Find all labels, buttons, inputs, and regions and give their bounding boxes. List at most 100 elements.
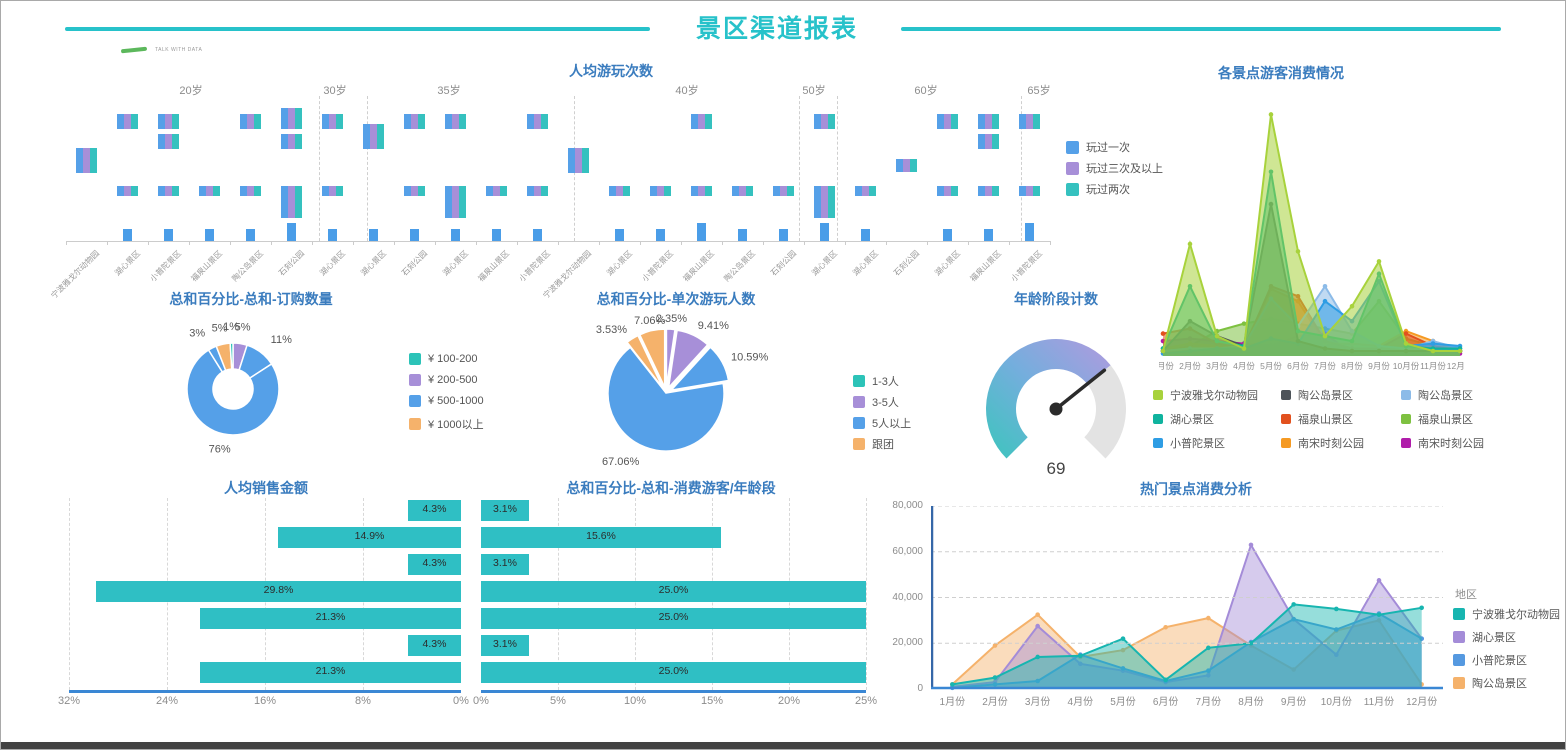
bar[interactable] — [1025, 223, 1034, 241]
data-point[interactable] — [1241, 321, 1247, 326]
play-count-chart[interactable]: 20岁 30岁 35岁 40岁 50岁 60岁 65岁 宁波雅戈尔动物园 湖心景区 小普陀景区 福泉… — [49, 85, 1051, 300]
legend-item[interactable]: 5人以上 — [853, 415, 911, 431]
bar[interactable] — [369, 229, 378, 241]
bar-group[interactable] — [363, 124, 384, 149]
bar[interactable] — [123, 229, 132, 241]
data-point[interactable] — [1334, 606, 1339, 612]
legend-item[interactable]: ¥ 500-1000 — [409, 395, 484, 407]
bar[interactable] — [492, 229, 501, 241]
data-point[interactable] — [1322, 298, 1328, 304]
bar[interactable]: 25.0% — [481, 608, 866, 629]
data-point[interactable] — [1163, 677, 1168, 683]
bar[interactable]: 25.0% — [481, 581, 866, 602]
order-quantity-chart[interactable]: 5% 11% 76% 3% 5% 1% — [91, 316, 381, 468]
legend-item[interactable]: 湖心景区 — [1153, 411, 1214, 427]
consumer-age-chart[interactable]: 0% 5% 10% 15% 20% 25% 3.1% 15.6% 3.1% 25.0% 25.0% 3… — [473, 498, 877, 713]
data-point[interactable] — [992, 682, 998, 687]
legend-item[interactable]: 陶公岛景区 — [1401, 387, 1473, 403]
bar[interactable] — [246, 229, 255, 241]
data-point[interactable] — [1430, 341, 1436, 346]
bar[interactable] — [205, 229, 214, 241]
area-series[interactable] — [952, 604, 1422, 689]
bar-group[interactable] — [937, 114, 958, 129]
legend-item[interactable]: 福泉山景区 — [1281, 411, 1353, 427]
data-point[interactable] — [1163, 624, 1168, 630]
data-point[interactable] — [1403, 341, 1409, 346]
data-point[interactable] — [1376, 618, 1382, 623]
data-point[interactable] — [950, 682, 955, 687]
bar-group[interactable] — [650, 186, 671, 196]
data-point[interactable] — [1322, 283, 1328, 289]
bar-group[interactable] — [240, 186, 261, 196]
bar[interactable]: 21.3% — [200, 662, 461, 683]
bar[interactable]: 15.6% — [481, 527, 721, 548]
bar-group[interactable] — [199, 186, 220, 196]
pie-chart-canvas[interactable]: 2.35% 9.41% 10.59% 67.06% 3.53% 7.06% — [556, 304, 856, 469]
legend-item[interactable]: 陶公岛景区 — [1453, 675, 1527, 691]
data-point[interactable] — [1120, 636, 1126, 641]
bar-group[interactable] — [158, 134, 179, 149]
pie-slice[interactable] — [229, 342, 234, 370]
data-point[interactable] — [1206, 668, 1211, 673]
bar[interactable]: 3.1% — [481, 635, 529, 656]
data-point[interactable] — [1291, 602, 1296, 607]
pie-slice[interactable] — [638, 328, 666, 388]
bar[interactable]: 4.3% — [408, 554, 461, 575]
bar-group[interactable] — [158, 186, 179, 196]
area-series[interactable] — [952, 614, 1422, 689]
legend-item[interactable]: 小普陀景区 — [1453, 652, 1527, 668]
data-point[interactable] — [1376, 612, 1382, 617]
data-point[interactable] — [1334, 652, 1339, 657]
data-point[interactable] — [1160, 348, 1166, 354]
pie-slice[interactable] — [667, 329, 709, 390]
data-point[interactable] — [1349, 303, 1355, 309]
gauge-canvas[interactable] — [969, 329, 1144, 464]
hot-spots-chart[interactable]: 1月份 2月份 3月份 4月份 5月份 6月份 7月份 8月份 9月份 10月份 11月份 12月份 — [930, 505, 1443, 721]
bar[interactable] — [287, 223, 296, 241]
legend-item[interactable]: 湖心景区 — [1453, 629, 1516, 645]
bar-group[interactable] — [691, 114, 712, 129]
legend-item[interactable]: 1-3人 — [853, 373, 899, 389]
data-point[interactable] — [992, 675, 998, 680]
data-point[interactable] — [1419, 636, 1424, 641]
legend-item[interactable]: 跟团 — [853, 436, 894, 452]
legend-item[interactable]: 南宋时刻公园 — [1281, 435, 1364, 451]
data-point[interactable] — [1295, 249, 1301, 254]
bar[interactable] — [779, 229, 788, 241]
bar[interactable] — [820, 223, 829, 241]
bar[interactable]: 3.1% — [481, 500, 529, 521]
data-point[interactable] — [1187, 241, 1193, 247]
bar[interactable]: 29.8% — [96, 581, 461, 602]
bar-group[interactable] — [609, 186, 630, 196]
bar-group[interactable] — [773, 186, 794, 196]
legend-item[interactable]: 福泉山景区 — [1401, 411, 1473, 427]
data-point[interactable] — [1248, 542, 1254, 548]
bar-group[interactable] — [404, 114, 425, 129]
data-point[interactable] — [1376, 259, 1382, 264]
data-point[interactable] — [1430, 348, 1436, 354]
bar-group[interactable] — [76, 148, 97, 173]
pie-slice[interactable] — [607, 346, 725, 452]
pie-slice[interactable] — [625, 334, 664, 389]
area-series[interactable] — [1163, 114, 1460, 357]
data-point[interactable] — [1457, 348, 1463, 354]
bar-group[interactable] — [855, 186, 876, 196]
bar[interactable] — [984, 229, 993, 241]
bar[interactable] — [410, 229, 419, 241]
data-point[interactable] — [1035, 678, 1040, 684]
bar[interactable] — [943, 229, 952, 241]
data-point[interactable] — [992, 643, 998, 648]
bar-group[interactable] — [937, 186, 958, 196]
bar-group[interactable] — [486, 186, 507, 196]
data-point[interactable] — [1206, 672, 1211, 678]
legend-item[interactable]: ¥ 100-200 — [409, 353, 478, 365]
bar-group[interactable] — [814, 114, 835, 129]
bar-group[interactable] — [568, 148, 589, 173]
data-point[interactable] — [1035, 654, 1040, 660]
data-point[interactable] — [1120, 666, 1126, 671]
bar-group[interactable] — [240, 114, 261, 129]
sales-amount-chart[interactable]: 32% 24% 16% 8% 0% 4.3% 14.9% 4.3% 29.8% 21.3% 4.3%… — [58, 498, 469, 713]
